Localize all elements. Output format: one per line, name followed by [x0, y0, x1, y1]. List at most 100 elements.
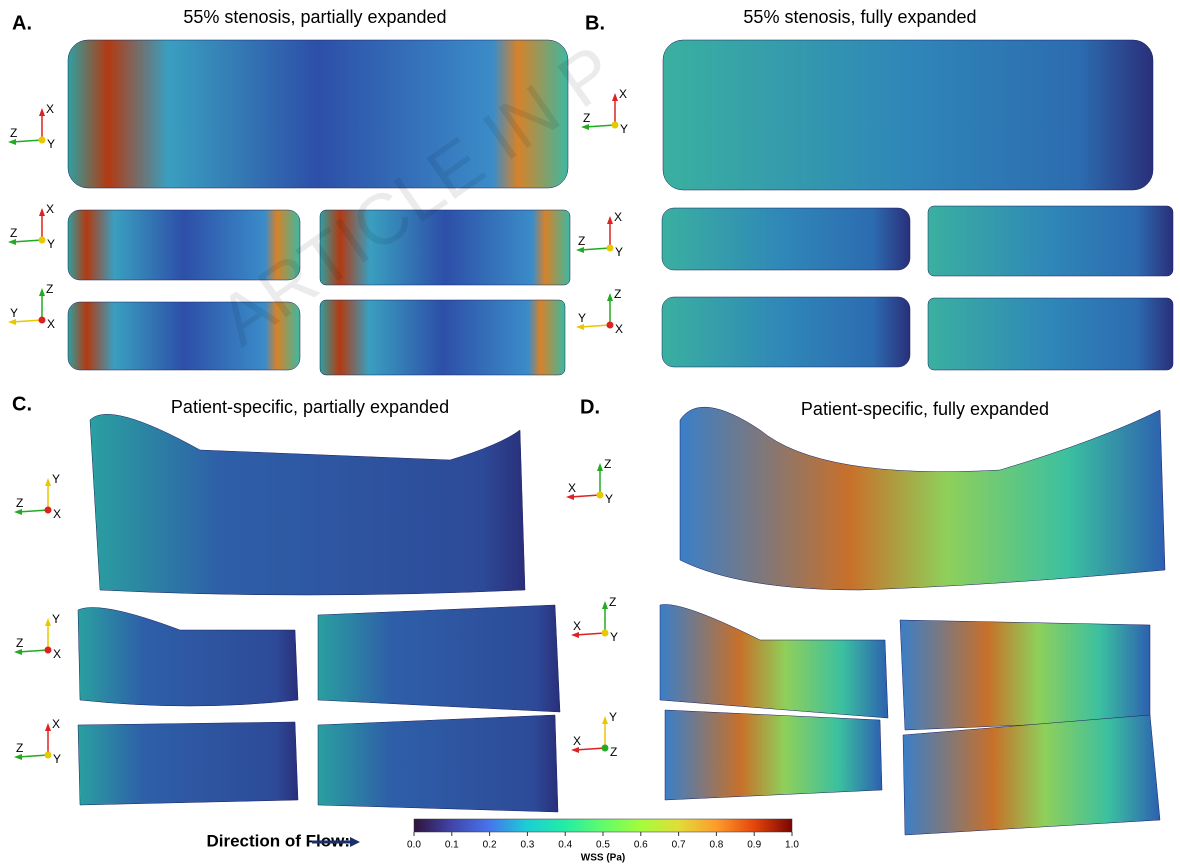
triad-label: Y: [10, 306, 18, 320]
vessel-view: [318, 605, 560, 712]
triad-axis: [12, 320, 42, 322]
triad-label: X: [46, 102, 54, 116]
flow-arrow-head: [350, 837, 360, 847]
triad-label: Z: [583, 111, 590, 125]
triad-axis: [585, 125, 615, 127]
renderings: [68, 40, 1173, 835]
vessel-view: [320, 300, 565, 375]
triad-point: [607, 322, 614, 329]
vessel-view: [680, 407, 1165, 590]
vessel-view: [928, 298, 1173, 370]
triad-label: X: [53, 647, 61, 661]
triad-axis: [18, 650, 48, 652]
colorbar-label: WSS (Pa): [581, 853, 625, 864]
triad-label: Z: [16, 636, 23, 650]
vessel-view: [78, 608, 298, 707]
triad-label: Z: [10, 226, 17, 240]
vessel-view: [90, 414, 525, 595]
colorbar: [414, 819, 792, 832]
vessel-view: [665, 710, 882, 800]
triad-point: [45, 752, 52, 759]
triad-label: Y: [47, 137, 55, 151]
triad-axis: [570, 495, 600, 497]
triad-label: X: [573, 619, 581, 633]
triad-axis: [12, 140, 42, 142]
colorbar-tick-label: 0.6: [634, 840, 648, 851]
triad-point: [607, 245, 614, 252]
triad-label: Y: [53, 752, 61, 766]
triad-label: Z: [604, 457, 611, 471]
triad-label: Y: [47, 237, 55, 251]
panel-title: Patient-specific, partially expanded: [171, 397, 449, 417]
triad-arrow: [602, 716, 608, 724]
panel-label: B.: [585, 12, 605, 34]
triad-point: [597, 492, 604, 499]
triad-label: Y: [620, 122, 628, 136]
panel-title: 55% stenosis, partially expanded: [183, 7, 446, 27]
triad-label: Z: [46, 282, 53, 296]
triad-label: Z: [578, 234, 585, 248]
triad-point: [45, 647, 52, 654]
triad-label: Y: [52, 472, 60, 486]
triad-arrow: [597, 463, 603, 471]
colorbar-tick-label: 0.5: [596, 840, 610, 851]
triad-label: X: [615, 322, 623, 336]
triad-arrow: [39, 208, 45, 216]
triad-label: X: [614, 210, 622, 224]
triad-label: X: [573, 734, 581, 748]
panel-label: D.: [580, 396, 600, 418]
triad-label: Z: [609, 595, 616, 609]
triad-arrow: [39, 108, 45, 116]
triad-arrow: [607, 216, 613, 224]
vessel-view: [663, 40, 1153, 190]
panel-label: C.: [12, 393, 32, 415]
vessel-view: [660, 604, 888, 718]
vessel-view: [903, 715, 1160, 835]
colorbar-tick-label: 0.2: [483, 840, 497, 851]
colorbar-tick-label: 0.7: [672, 840, 686, 851]
triad-label: X: [619, 87, 627, 101]
colorbar-tick-label: 0.1: [445, 840, 459, 851]
colorbar-tick-label: 0.3: [520, 840, 534, 851]
figure: ARTICLE IN P Direction of Flow: WSS (Pa)…: [0, 0, 1180, 865]
triad-arrow: [45, 618, 51, 626]
vessel-view: [900, 620, 1150, 730]
triad-axis: [580, 248, 610, 250]
vessel-view: [78, 722, 298, 805]
colorbar-tick-label: 0.0: [407, 840, 421, 851]
triad-arrow: [607, 293, 613, 301]
triad-label: Y: [615, 245, 623, 259]
triad-axis: [575, 748, 605, 750]
triad-label: Z: [610, 745, 617, 759]
triad-label: X: [53, 507, 61, 521]
triad-point: [45, 507, 52, 514]
colorbar-tick-label: 0.8: [709, 840, 723, 851]
panel-title: 55% stenosis, fully expanded: [743, 7, 976, 27]
triad-point: [39, 237, 46, 244]
triad-arrow: [39, 288, 45, 296]
triad-label: Y: [52, 612, 60, 626]
triad-axis: [12, 240, 42, 242]
triad-label: Z: [16, 741, 23, 755]
triad-point: [612, 122, 619, 129]
triad-axis: [18, 755, 48, 757]
colorbar-tick-label: 0.9: [747, 840, 761, 851]
triad-label: Z: [614, 287, 621, 301]
vessel-view: [662, 208, 910, 270]
triad-point: [602, 745, 609, 752]
triad-point: [39, 137, 46, 144]
panel-label: A.: [12, 12, 32, 34]
triad-label: X: [52, 717, 60, 731]
triad-label: Y: [609, 710, 617, 724]
triad-label: Z: [16, 496, 23, 510]
panel-title: Patient-specific, fully expanded: [801, 399, 1049, 419]
triad-label: X: [568, 481, 576, 495]
triad-arrow: [45, 723, 51, 731]
colorbar-tick-label: 0.4: [558, 840, 572, 851]
triad-arrow: [602, 601, 608, 609]
triad-label: X: [46, 202, 54, 216]
colorbar-tick-label: 1.0: [785, 840, 799, 851]
triad-label: Z: [10, 126, 17, 140]
triad-axis: [18, 510, 48, 512]
triad-axis: [575, 633, 605, 635]
